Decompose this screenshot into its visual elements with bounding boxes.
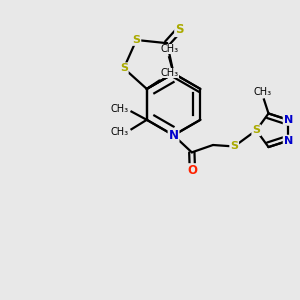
Text: O: O bbox=[188, 164, 197, 177]
Text: S: S bbox=[132, 35, 140, 45]
Text: CH₃: CH₃ bbox=[161, 68, 179, 78]
Text: S: S bbox=[252, 125, 260, 135]
Text: CH₃: CH₃ bbox=[160, 44, 178, 54]
Text: CH₃: CH₃ bbox=[110, 104, 128, 114]
Text: N: N bbox=[169, 129, 178, 142]
Text: CH₃: CH₃ bbox=[110, 127, 128, 137]
Text: N: N bbox=[284, 115, 293, 125]
Text: CH₃: CH₃ bbox=[253, 87, 272, 97]
Text: S: S bbox=[120, 63, 128, 73]
Text: S: S bbox=[175, 23, 184, 36]
Text: S: S bbox=[230, 142, 238, 152]
Text: N: N bbox=[284, 136, 293, 146]
